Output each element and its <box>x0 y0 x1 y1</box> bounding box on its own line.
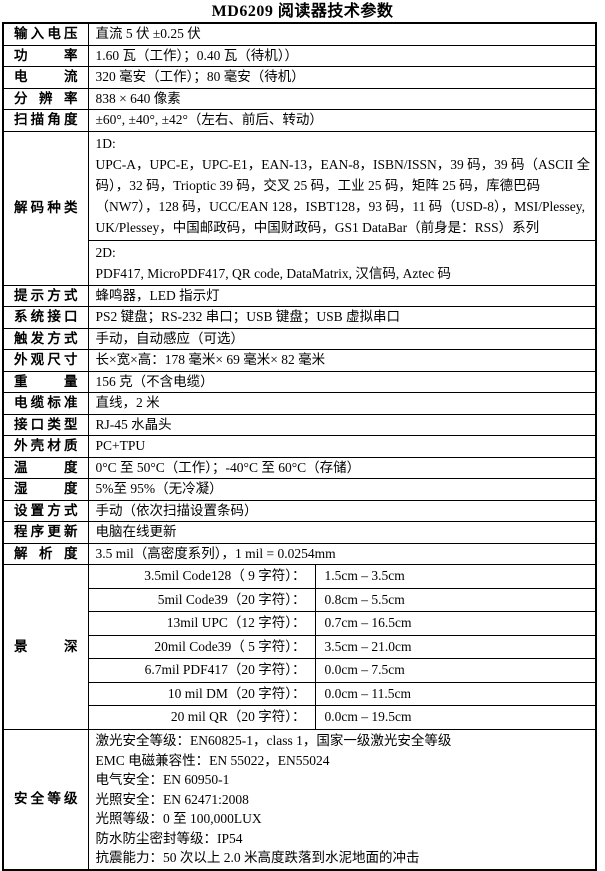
spec-label: 电缆标准 <box>2 392 89 415</box>
table-row: 电缆标准 直线，2 米 <box>2 392 597 415</box>
table-row-dof: 景 深 3.5mil Code128（ 9 字符）： 1.5cm – 3.5cm <box>2 564 597 730</box>
dof-item: 6.7mil PDF417（20 字符）： <box>87 658 316 683</box>
safety-line: 光照安全：EN 62471:2008 <box>95 791 249 807</box>
spec-label: 安全等级 <box>2 728 89 871</box>
spec-value: 长×宽×高：178 毫米× 69 毫米× 82 毫米 <box>87 349 597 372</box>
spec-label: 湿 度 <box>2 478 89 501</box>
dof-item: 20 mil QR（20 字符）： <box>87 705 316 730</box>
table-row: 输入电压 直流 5 伏 ±0.25 伏 <box>2 22 597 46</box>
safety-line: 抗震能力：50 次以上 2.0 米高度跌落到水泥地面的冲击 <box>95 850 420 866</box>
decode-2d-heading: 2D: <box>95 244 116 260</box>
spec-label: 触发方式 <box>2 327 89 351</box>
table-row: 外壳材质 PC+TPU <box>2 435 597 458</box>
spec-label: 接口类型 <box>2 413 89 437</box>
spec-value: 电脑在线更新 <box>87 521 597 544</box>
spec-value: 838 × 640 像素 <box>87 87 597 110</box>
table-row: 重 量 156 克（不含电缆） <box>2 370 597 394</box>
dof-range: 0.0cm – 7.5cm <box>314 658 597 683</box>
spec-label: 功 率 <box>2 44 89 67</box>
safety-line: 电气安全：EN 60950-1 <box>95 772 230 788</box>
table-row: 触发方式 手动，自动感应（可选） <box>2 327 597 351</box>
decode-1d-heading: 1D: <box>95 135 116 151</box>
table-row-dof: 6.7mil PDF417（20 字符）： 0.0cm – 7.5cm <box>3 658 597 683</box>
spec-label: 提示方式 <box>2 284 89 308</box>
spec-label: 设置方式 <box>2 499 89 523</box>
table-row: 外观尺寸 长×宽×高：178 毫米× 69 毫米× 82 毫米 <box>2 349 597 372</box>
spec-value: 5%至 95%（无冷凝） <box>87 478 597 501</box>
table-row: 湿 度 5%至 95%（无冷凝） <box>2 478 597 501</box>
spec-label: 输入电压 <box>2 22 89 46</box>
spec-value: 320 毫安（工作）；80 毫安（待机） <box>87 66 597 89</box>
spec-value: ±60°, ±40°, ±42°（左右、前后、转动） <box>87 109 597 132</box>
dof-range: 1.5cm – 3.5cm <box>314 564 597 589</box>
spec-label: 电 流 <box>2 66 89 89</box>
table-row: 扫描角度 ±60°, ±40°, ±42°（左右、前后、转动） <box>2 109 597 132</box>
spec-label: 外壳材质 <box>2 435 89 458</box>
spec-value: RJ-45 水晶头 <box>87 413 597 437</box>
decode-2d-cell: 2D: PDF417, MicroPDF417, QR code, DataMa… <box>87 239 597 286</box>
spec-value: PS2 键盘；RS-232 串口；USB 键盘；USB 虚拟串口 <box>87 306 597 329</box>
decode-2d-body: PDF417, MicroPDF417, QR code, DataMatrix… <box>95 265 451 281</box>
table-row: 接口类型 RJ-45 水晶头 <box>2 413 597 437</box>
safety-line: 防水防尘密封等级：IP54 <box>95 830 243 846</box>
dof-range: 0.7cm – 16.5cm <box>314 611 597 636</box>
table-row: 电 流 320 毫安（工作）；80 毫安（待机） <box>2 66 597 89</box>
dof-item: 20mil Code39（ 5 字符）： <box>87 634 316 660</box>
dof-item: 10 mil DM（20 字符）： <box>87 681 316 707</box>
table-row: 系统接口 PS2 键盘；RS-232 串口；USB 键盘；USB 虚拟串口 <box>2 306 597 329</box>
decode-1d-body: UPC-A，UPC-E，UPC-E1，EAN-13，EAN-8，ISBN/ISS… <box>95 156 591 236</box>
safety-cell: 激光安全等级：EN60825-1，class 1，国家一级激光安全等级 EMC … <box>87 728 597 871</box>
table-row-dof: 13mil UPC（12 字符）： 0.7cm – 16.5cm <box>3 611 597 636</box>
safety-line: 激光安全等级：EN60825-1，class 1，国家一级激光安全等级 <box>95 732 452 748</box>
dof-item: 3.5mil Code128（ 9 字符）： <box>87 564 316 589</box>
spec-label: 扫描角度 <box>2 109 89 132</box>
spec-label: 外观尺寸 <box>2 349 89 372</box>
table-row: 解 析 度 3.5 mil（高密度系列），1 mil = 0.0254mm <box>2 542 597 566</box>
table-row: 程序更新 电脑在线更新 <box>2 521 597 544</box>
safety-line: EMC 电磁兼容性：EN 55022，EN55024 <box>95 752 330 768</box>
spec-label: 重 量 <box>2 370 89 394</box>
dof-range: 0.8cm – 5.5cm <box>314 587 597 613</box>
spec-value: 手动（依次扫描设置条码） <box>87 499 597 523</box>
spec-label: 解 析 度 <box>2 542 89 566</box>
page-title: MD6209 阅读器技术参数 <box>211 3 394 20</box>
spec-value: 0°C 至 50°C（工作）；-40°C 至 60°C（存储） <box>87 456 597 480</box>
table-row: 提示方式 蜂鸣器，LED 指示灯 <box>2 284 597 308</box>
decode-1d-cell: 1D: UPC-A，UPC-E，UPC-E1，EAN-13，EAN-8，ISBN… <box>87 130 597 241</box>
dof-item: 5mil Code39（20 字符）： <box>87 587 316 613</box>
table-row: 分 辨 率 838 × 640 像素 <box>2 87 597 110</box>
spec-value: 直流 5 伏 ±0.25 伏 <box>87 22 597 46</box>
spec-label: 分 辨 率 <box>2 87 89 110</box>
spec-value: 蜂鸣器，LED 指示灯 <box>87 284 597 308</box>
table-row: 温 度 0°C 至 50°C（工作）；-40°C 至 60°C（存储） <box>2 456 597 480</box>
table-row-decode-2d: 2D: PDF417, MicroPDF417, QR code, DataMa… <box>3 239 597 286</box>
spec-label: 系统接口 <box>2 306 89 329</box>
dof-range: 0.0cm – 19.5cm <box>314 705 597 730</box>
table-row-dof: 5mil Code39（20 字符）： 0.8cm – 5.5cm <box>3 587 597 613</box>
spec-value: 手动，自动感应（可选） <box>87 327 597 351</box>
safety-line: 光照等级：0 至 100,000LUX <box>95 811 262 827</box>
spec-value: PC+TPU <box>87 435 597 458</box>
spec-table: 输入电压 直流 5 伏 ±0.25 伏 功 率 1.60 瓦（工作）；0.40 … <box>2 22 597 871</box>
table-row-safety: 安全等级 激光安全等级：EN60825-1，class 1，国家一级激光安全等级… <box>2 728 597 871</box>
table-row-dof: 20mil Code39（ 5 字符）： 3.5cm – 21.0cm <box>3 634 597 660</box>
dof-range: 3.5cm – 21.0cm <box>314 634 597 660</box>
spec-value: 156 克（不含电缆） <box>87 370 597 394</box>
dof-item: 13mil UPC（12 字符）： <box>87 611 316 636</box>
spec-label: 温 度 <box>2 456 89 480</box>
table-row-decode-1d: 解码种类 1D: UPC-A，UPC-E，UPC-E1，EAN-13，EAN-8… <box>2 130 597 286</box>
spec-value: 1.60 瓦（工作）；0.40 瓦（待机）） <box>87 44 597 67</box>
table-row-dof: 20 mil QR（20 字符）： 0.0cm – 19.5cm <box>3 705 597 730</box>
spec-label: 解码种类 <box>2 130 89 286</box>
table-row: 功 率 1.60 瓦（工作）；0.40 瓦（待机）） <box>2 44 597 67</box>
spec-value: 直线，2 米 <box>87 392 597 415</box>
spec-label: 景 深 <box>2 564 89 730</box>
table-row-dof: 10 mil DM（20 字符）： 0.0cm – 11.5cm <box>3 681 597 707</box>
spec-value: 3.5 mil（高密度系列），1 mil = 0.0254mm <box>87 542 597 566</box>
spec-label: 程序更新 <box>2 521 89 544</box>
table-row: 设置方式 手动（依次扫描设置条码） <box>2 499 597 523</box>
dof-range: 0.0cm – 11.5cm <box>314 681 597 707</box>
